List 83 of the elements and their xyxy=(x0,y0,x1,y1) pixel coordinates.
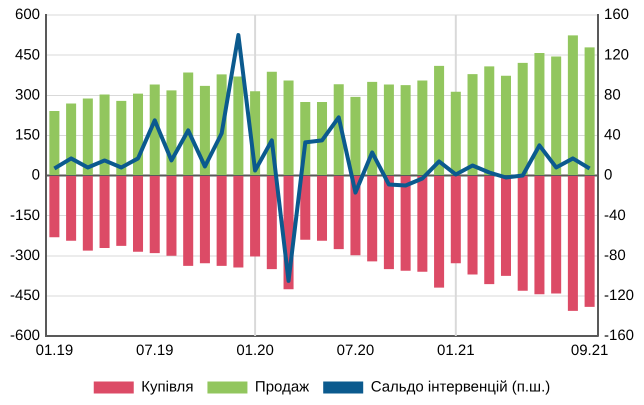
bar xyxy=(132,176,144,252)
bar xyxy=(551,176,562,294)
bar xyxy=(484,66,494,175)
bar xyxy=(450,92,461,175)
y-tick-label: -300 xyxy=(10,246,40,264)
bar xyxy=(584,47,595,175)
y2-tick-label: -80 xyxy=(604,246,626,264)
legend-label: Купівля xyxy=(141,378,194,396)
bar xyxy=(500,176,512,276)
bar xyxy=(183,176,194,266)
legend-label: Сальдо інтервенцій (п.ш.) xyxy=(370,378,550,396)
bar xyxy=(150,176,160,254)
bar xyxy=(417,80,428,175)
bar xyxy=(518,176,528,291)
bar xyxy=(216,176,227,266)
bar xyxy=(166,176,176,256)
bar xyxy=(316,176,328,241)
y2-tick-label: 40 xyxy=(604,126,621,144)
x-tick-label: 01.19 xyxy=(36,342,74,360)
bar xyxy=(468,176,478,274)
bar xyxy=(568,176,578,311)
bar xyxy=(233,176,244,268)
bar xyxy=(400,85,411,175)
y-tick-label: -450 xyxy=(10,287,40,304)
y2-tick-label: 160 xyxy=(604,6,630,24)
bar xyxy=(468,74,478,175)
bar xyxy=(82,176,93,251)
bar xyxy=(284,80,294,175)
y-tick-label: 0 xyxy=(32,166,40,184)
y2-tick-label: 0 xyxy=(604,166,612,184)
x-tick-label: 01.21 xyxy=(437,342,475,360)
y2-tick-label: 120 xyxy=(604,46,630,64)
bar xyxy=(384,84,394,175)
y-tick-label: 600 xyxy=(14,6,40,24)
bar xyxy=(334,176,344,250)
bar xyxy=(116,100,126,175)
bar xyxy=(250,176,260,257)
bar xyxy=(434,66,444,175)
bar xyxy=(518,62,528,175)
bar xyxy=(66,104,76,175)
bar xyxy=(49,111,60,175)
bar xyxy=(100,176,110,248)
bar xyxy=(66,176,76,241)
y2-tick-label: -120 xyxy=(604,287,634,304)
bar xyxy=(534,176,544,294)
x-tick-label: 09.21 xyxy=(570,342,608,360)
x-tick-label: 01.20 xyxy=(236,342,274,360)
bar xyxy=(300,176,310,240)
bar xyxy=(434,176,444,288)
bar xyxy=(350,96,360,175)
x-tick-label: 07.19 xyxy=(136,342,174,360)
bar xyxy=(551,56,562,175)
y-tick-label: -600 xyxy=(10,327,40,344)
bar xyxy=(568,35,578,175)
bar xyxy=(132,94,144,175)
bar xyxy=(266,176,277,270)
y-tick-label: 450 xyxy=(14,46,40,64)
bar xyxy=(384,176,394,270)
bar xyxy=(367,176,378,262)
bar xyxy=(49,176,60,238)
bar xyxy=(233,76,244,175)
x-tick-label: 07.20 xyxy=(336,342,374,360)
bar xyxy=(82,98,93,175)
bar xyxy=(417,176,428,272)
y2-tick-label: -40 xyxy=(604,206,626,224)
bar xyxy=(183,72,194,175)
y-tick-label: 300 xyxy=(14,86,40,104)
bar xyxy=(484,176,494,284)
legend-label: Продаж xyxy=(254,378,310,396)
bar xyxy=(584,176,595,307)
bar xyxy=(116,176,126,246)
bar xyxy=(400,176,411,271)
y-tick-label: 150 xyxy=(14,126,40,144)
bar xyxy=(534,52,544,175)
y-tick-label: -150 xyxy=(10,206,40,224)
bar xyxy=(316,102,328,175)
bar xyxy=(450,176,461,264)
bar xyxy=(200,176,210,264)
bar xyxy=(367,82,378,175)
bar xyxy=(100,94,110,175)
y2-tick-label: -160 xyxy=(604,327,634,344)
bar xyxy=(500,76,512,175)
y2-tick-label: 80 xyxy=(604,86,621,104)
